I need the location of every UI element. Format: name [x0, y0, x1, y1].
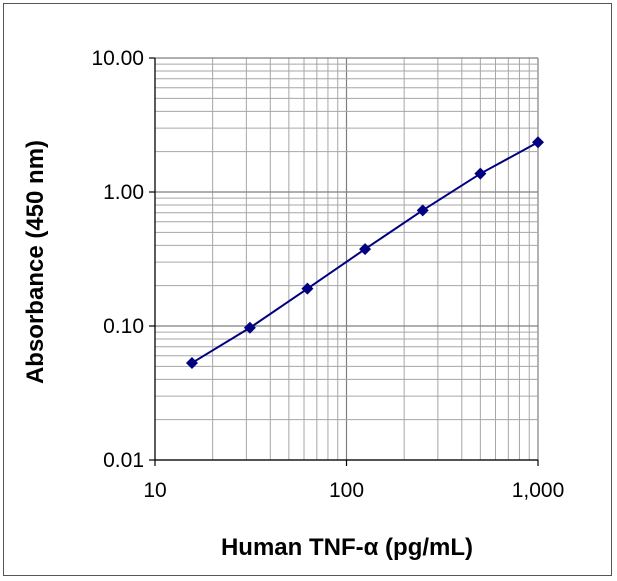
grid — [154, 57, 539, 461]
y-tick-labels: 0.01 0.10 1.00 10.00 — [91, 47, 144, 472]
x-tick-label: 10 — [143, 479, 166, 502]
data-point — [416, 204, 429, 217]
data-point — [474, 167, 487, 180]
x-tick-label: 1,000 — [512, 479, 565, 502]
x-tick-labels: 10 100 1,000 — [143, 479, 564, 502]
y-tick-label: 1.00 — [103, 181, 144, 204]
data-point — [185, 356, 198, 369]
y-tick-label: 0.01 — [103, 449, 144, 472]
series — [185, 136, 544, 369]
data-point — [243, 321, 256, 334]
y-axis-title: Absorbance (450 nm) — [22, 140, 49, 384]
data-point — [359, 243, 372, 256]
data-point — [532, 136, 544, 149]
axes — [149, 57, 539, 466]
x-axis-title: Human TNF-α (pg/mL) — [221, 534, 473, 561]
data-point — [301, 282, 314, 295]
y-tick-label: 10.00 — [91, 47, 144, 70]
y-tick-label: 0.10 — [103, 315, 144, 338]
x-tick-label: 100 — [329, 479, 364, 502]
